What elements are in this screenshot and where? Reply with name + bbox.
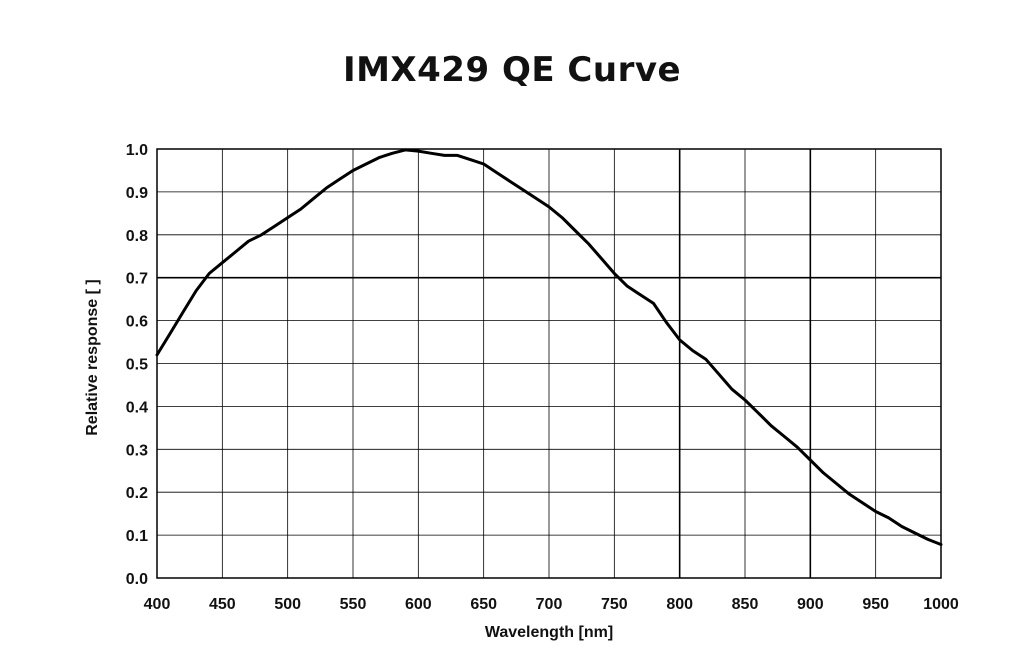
y-tick-label: 1.0 — [126, 142, 148, 159]
x-axis-label: Wavelength [nm] — [485, 624, 613, 641]
x-tick-label: 700 — [536, 596, 563, 613]
x-tick-label: 550 — [340, 596, 367, 613]
y-tick-label: 0.7 — [126, 271, 148, 288]
y-tick-label: 0.8 — [126, 228, 148, 245]
y-axis-label: Relative response [ ] — [84, 279, 101, 436]
y-tick-label: 0.9 — [126, 185, 148, 202]
y-tick-label: 0.6 — [126, 314, 148, 331]
x-tick-label: 850 — [732, 596, 759, 613]
x-tick-label: 900 — [797, 596, 824, 613]
x-tick-label: 1000 — [923, 596, 959, 613]
x-tick-label: 500 — [274, 596, 301, 613]
x-axis-ticks: 400 450 500 550 600 650 700 750 800 850 900 950 1000 — [144, 596, 959, 613]
y-tick-label: 0.5 — [126, 357, 148, 374]
x-tick-label: 400 — [144, 596, 171, 613]
x-tick-label: 650 — [470, 596, 497, 613]
chart-title: IMX429 QE Curve — [342, 50, 682, 90]
x-tick-label: 800 — [666, 596, 693, 613]
x-tick-label: 750 — [601, 596, 628, 613]
plot-frame — [156, 148, 942, 579]
y-tick-label: 0.1 — [126, 528, 148, 545]
y-tick-label: 0.0 — [126, 571, 148, 588]
y-axis-ticks: 0.0 0.1 0.2 0.3 0.4 0.5 0.6 0.7 0.8 0.9 1.0 — [126, 142, 148, 588]
y-tick-label: 0.4 — [126, 399, 148, 416]
y-tick-label: 0.3 — [126, 442, 148, 459]
grid — [156, 148, 942, 579]
x-tick-label: 450 — [209, 596, 236, 613]
x-tick-label: 950 — [862, 596, 889, 613]
qe-curve-line — [155, 148, 943, 546]
x-tick-label: 600 — [405, 596, 432, 613]
y-tick-label: 0.2 — [126, 485, 148, 502]
